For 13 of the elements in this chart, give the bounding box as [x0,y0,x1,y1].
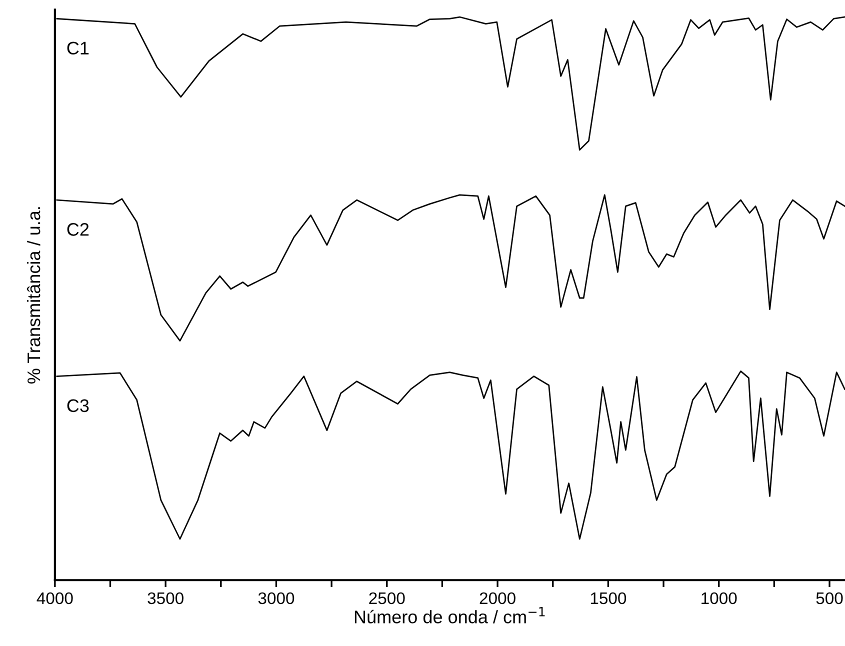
x-tick-label: 3500 [148,592,184,604]
x-tick-label: 500 [816,592,843,604]
x-tick-label: 1500 [590,592,626,604]
x-tick-label: 2000 [480,592,516,604]
x-tick-label: 1000 [702,592,737,604]
x-tick-label: 4000 [36,592,73,604]
x-axis-title: Número de onda / cm$^{−1}$ [354,607,545,624]
series-label: C2 [67,223,89,236]
x-tick-label: 3000 [258,592,294,604]
x-tick-label: 2500 [369,592,405,604]
series-label: C3 [67,399,89,412]
series-label: C1 [67,42,89,55]
y-axis-title: % Transmitância / u.a. [26,207,40,384]
